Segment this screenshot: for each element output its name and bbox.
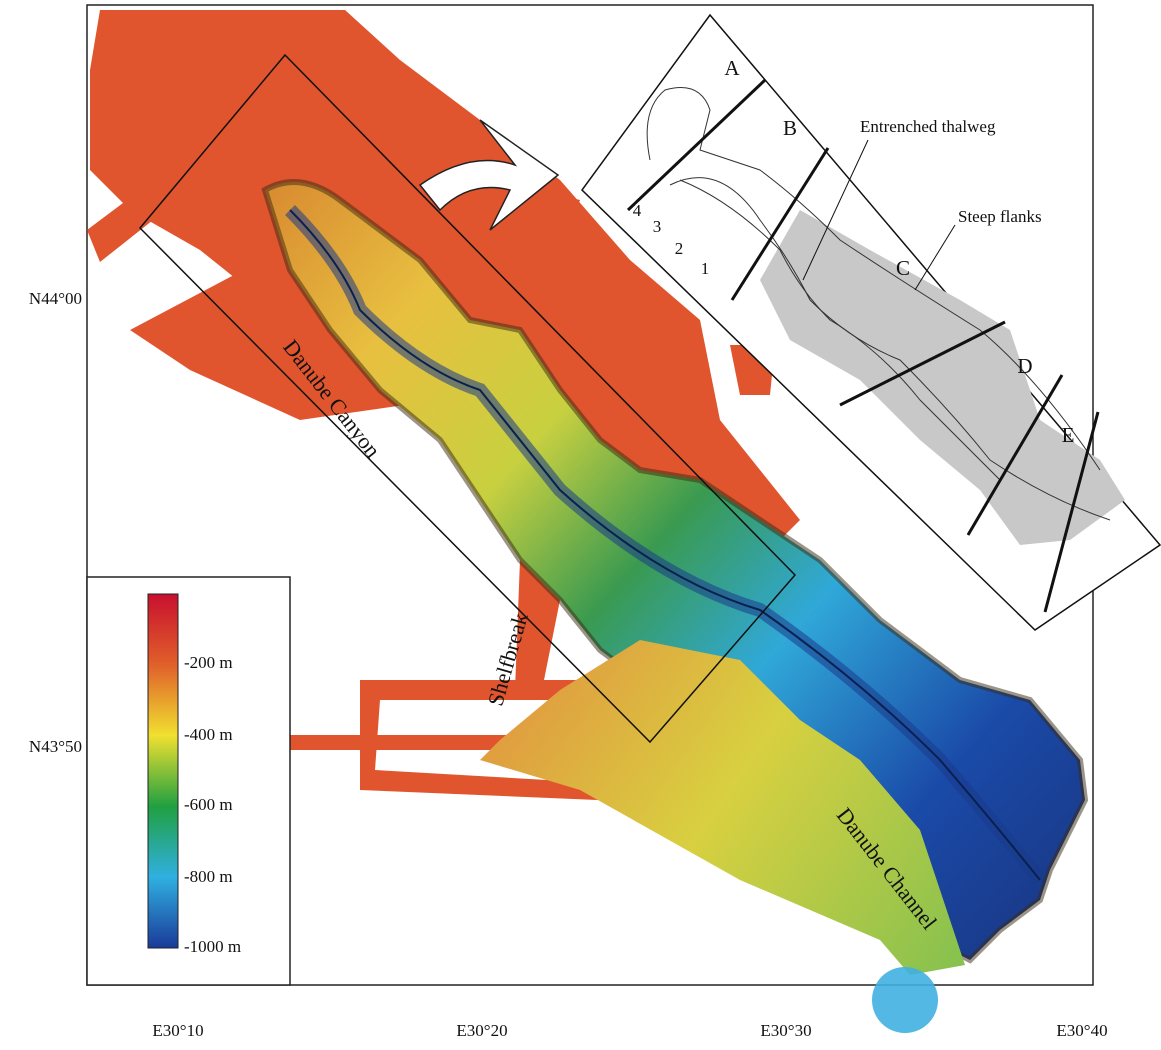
x-label: E30°40 [1056,1021,1107,1040]
y-label: N43°50 [29,737,82,756]
legend-label: -200 m [184,653,233,672]
x-label: E30°20 [456,1021,507,1040]
canyon-box [138,53,797,744]
inset-label: Entrenched thalweg [860,117,996,136]
legend-label: -400 m [184,725,233,744]
legend-label: -600 m [184,795,233,814]
thalweg-number: 3 [653,217,662,236]
inset-label: Steep flanks [958,207,1042,226]
thalweg-number: 2 [675,239,684,258]
thalweg-number: 4 [633,201,642,220]
section-label: D [1017,354,1032,378]
inset [581,13,1161,631]
section-label: B [783,116,797,140]
legend-label: -1000 m [184,937,241,956]
section-label: A [724,56,740,80]
y-label: N44°00 [29,289,82,308]
section-label: C [896,256,910,280]
x-label: E30°30 [760,1021,811,1040]
x-label: E30°10 [152,1021,203,1040]
arrow [418,119,560,231]
legend-label: -800 m [184,867,233,886]
thalweg-number: 1 [701,259,710,278]
section-label: E [1062,423,1075,447]
colorbar [86,576,291,986]
